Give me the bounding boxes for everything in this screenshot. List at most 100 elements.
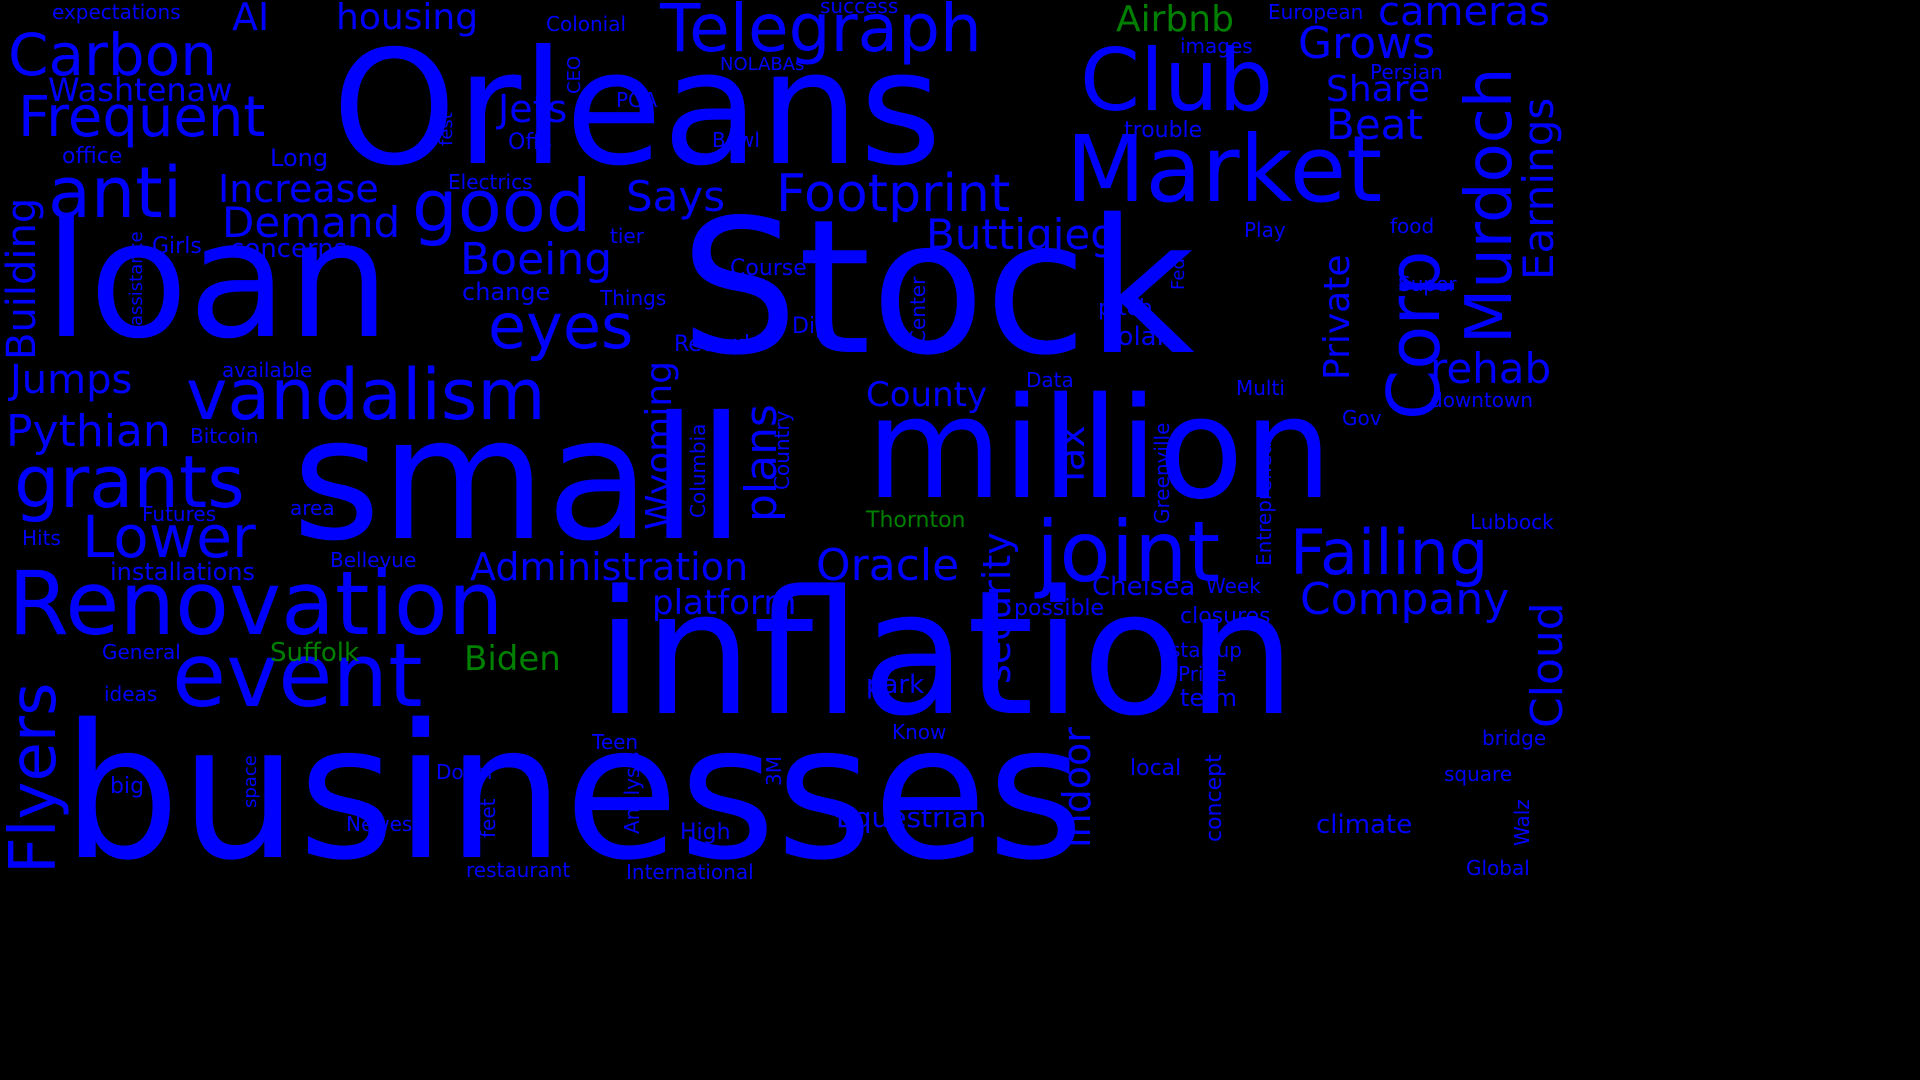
word-wyoming: Wyoming — [639, 360, 680, 530]
word-good: good — [412, 164, 592, 248]
word-international: International — [626, 860, 754, 882]
word-cloud: Cloud — [1522, 602, 1568, 728]
word-images: images — [1180, 34, 1253, 58]
word-gov: Gov — [1342, 406, 1382, 430]
word-change: change — [462, 278, 551, 306]
word-walz: Walz — [1510, 799, 1534, 846]
word-private: Private — [1317, 254, 1358, 380]
word-cameras: cameras — [1378, 0, 1550, 35]
word-housing: housing — [336, 0, 479, 38]
word-greenville: Greenville — [1150, 422, 1174, 524]
word-multi: Multi — [1236, 376, 1285, 400]
word-thornton: Thornton — [866, 508, 966, 533]
word-failing: Failing — [1290, 516, 1489, 589]
word-telegraph: Telegraph — [660, 0, 982, 67]
word-park: park — [866, 670, 925, 700]
word-solar: solar — [1104, 322, 1168, 352]
word-climate: climate — [1316, 810, 1413, 840]
word-long: Long — [270, 144, 329, 172]
word-beat: Beat — [1326, 100, 1423, 149]
word-biden: Biden — [464, 639, 561, 679]
word-ideas: ideas — [104, 682, 158, 706]
word-offs: Offs — [508, 130, 552, 155]
word-anti: anti — [48, 152, 183, 234]
word-fed: Fed — [1168, 258, 1189, 290]
word-market: Market — [1066, 116, 1383, 223]
word-term: term — [1180, 684, 1237, 712]
word-jumps: Jumps — [10, 357, 133, 403]
word-office: office — [62, 144, 123, 169]
word-small: small — [292, 381, 745, 579]
word-chelsea: Chelsea — [1092, 572, 1196, 602]
word-demand: Demand — [222, 198, 401, 247]
word-things: Things — [600, 286, 667, 310]
word-persian: Persian — [1370, 60, 1443, 84]
word-fest: fest — [436, 112, 457, 146]
word-assistance: assistance — [126, 231, 147, 326]
word-futures: Futures — [142, 502, 217, 526]
word-know: Know — [892, 720, 947, 744]
word-big: big — [110, 774, 145, 799]
word-week: Week — [1206, 574, 1261, 598]
word-feet: feet — [476, 798, 500, 839]
word-buttigieg: Buttigieg — [926, 210, 1117, 259]
word-pythian: Pythian — [6, 406, 171, 457]
word-colonial: Colonial — [546, 12, 627, 36]
word-loan: loan — [44, 187, 391, 375]
word-course: Course — [730, 256, 807, 281]
word-suffolk: Suffolk — [270, 638, 360, 668]
word-flyers: Flyers — [0, 682, 71, 875]
word-ceo: CEO — [564, 55, 585, 94]
word-teen: Teen — [592, 730, 639, 754]
word-county: County — [866, 375, 988, 415]
word-restaurant: restaurant — [466, 858, 571, 882]
word-startup: startup — [1170, 638, 1242, 662]
word-closures: closures — [1180, 604, 1271, 629]
word-installations: installations — [110, 558, 256, 586]
word-indoor: indoor — [1055, 727, 1099, 848]
word-administration: Administration — [470, 545, 749, 589]
word-entrepreneur: Entrepreneur — [1252, 434, 1276, 566]
word-available: available — [222, 358, 313, 382]
word-ai: AI — [232, 0, 270, 39]
word-european: European — [1268, 0, 1364, 24]
word-concept: concept — [1202, 754, 1227, 842]
word-dollar: Dollar — [436, 760, 496, 784]
word-success: success — [820, 0, 899, 18]
word-vandalism: vandalism — [186, 354, 546, 436]
word-platform: platform — [652, 583, 797, 623]
word-girls: Girls — [152, 234, 202, 259]
word-local: local — [1130, 756, 1182, 781]
word-high: High — [680, 820, 731, 845]
word-price: Price — [1178, 662, 1227, 686]
word-food: food — [1390, 214, 1435, 238]
word-stock: Stock — [680, 179, 1195, 396]
word-data: Data — [1026, 368, 1074, 392]
word-bridge: bridge — [1482, 726, 1547, 750]
word-joint: joint — [1036, 503, 1221, 601]
word-carbon: Carbon — [8, 21, 217, 89]
word-nolabas: NOLABAs — [720, 54, 805, 75]
word-footprint: Footprint — [776, 164, 1011, 224]
word-country: Country — [770, 410, 794, 490]
word-grows: Grows — [1298, 18, 1436, 69]
word-hits: Hits — [22, 526, 61, 550]
word-businesses: businesses — [62, 684, 1085, 883]
word-renovation: Renovation — [8, 552, 504, 655]
word-inflation: inflation — [596, 553, 1297, 754]
word-share: Share — [1326, 69, 1430, 110]
word-bitcoin: Bitcoin — [190, 424, 259, 448]
word-dip: Dip — [792, 314, 830, 339]
word-downtown: downtown — [1430, 388, 1534, 412]
word-tax: Tax — [1049, 425, 1093, 488]
word-possible: possible — [1014, 596, 1105, 621]
word-cloud: businesses Stock small inflation Orleans… — [0, 0, 1568, 882]
word-lubbock: Lubbock — [1470, 510, 1554, 534]
word-analysis: Analysis — [620, 751, 644, 834]
word-square: square — [1444, 762, 1513, 786]
word-event: event — [172, 624, 423, 727]
word-murdoch: Murdoch — [1453, 67, 1527, 345]
word-trouble: trouble — [1124, 118, 1203, 143]
word-security: security — [975, 532, 1019, 684]
word-rehab: rehab — [1430, 344, 1552, 393]
